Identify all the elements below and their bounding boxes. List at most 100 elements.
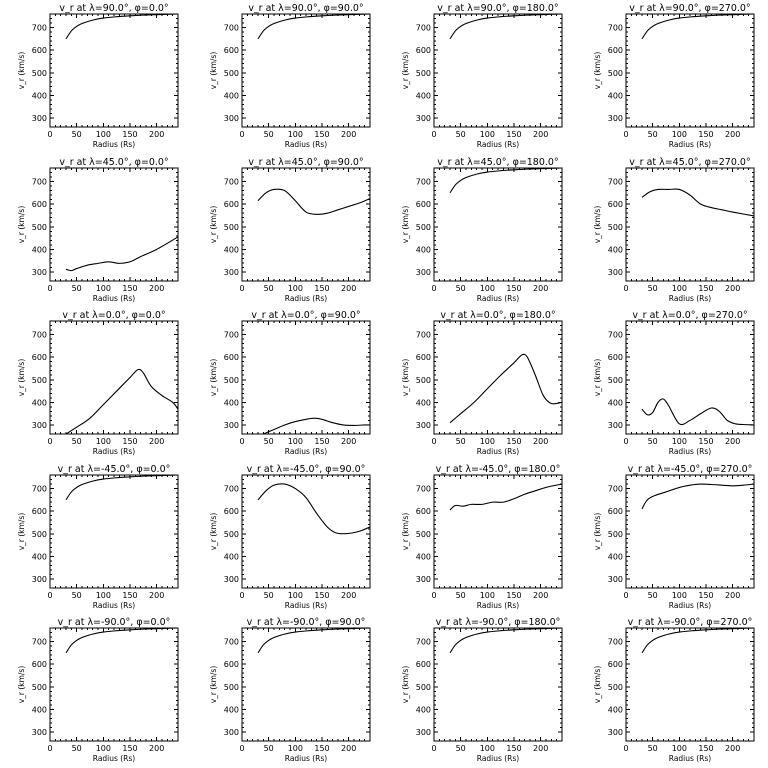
x-axis-label: Radius (Rs) (285, 140, 327, 149)
x-axis-label: Radius (Rs) (477, 754, 519, 763)
y-tick-label: 300 (416, 728, 431, 737)
chart-panel: v_r at λ=0.0°, φ=180.0° 0 50 100 150 200 300 40… (401, 310, 563, 456)
plot-frame (625, 627, 755, 742)
chart-panel: v_r at λ=-45.0°, φ=90.0° 0 50 100 150 200 300 4… (209, 464, 371, 610)
x-tick-label: 0 (239, 130, 244, 139)
chart-panel: v_r at λ=-90.0°, φ=90.0° 0 50 100 150 200 300 4… (209, 617, 371, 763)
x-tick-label: 100 (480, 130, 495, 139)
x-tick-label: 100 (672, 591, 687, 600)
x-tick-label: 0 (239, 284, 244, 293)
x-tick-label: 0 (431, 284, 436, 293)
x-tick-label: 100 (288, 744, 303, 753)
x-tick-label: 0 (623, 437, 628, 446)
x-tick-label: 150 (122, 591, 137, 600)
x-tick-label: 50 (456, 284, 466, 293)
y-tick-label: 500 (224, 683, 239, 692)
y-tick-label: 500 (224, 222, 239, 231)
x-tick-label: 200 (341, 130, 356, 139)
x-tick-label: 200 (533, 591, 548, 600)
y-tick-label: 300 (224, 575, 239, 584)
x-tick-label: 150 (698, 284, 713, 293)
x-axis-label: Radius (Rs) (285, 447, 327, 456)
y-tick-label: 400 (416, 399, 431, 408)
y-tick-label: 400 (224, 399, 239, 408)
x-tick-label: 150 (506, 284, 521, 293)
y-tick-label: 500 (32, 222, 47, 231)
series-line (641, 483, 754, 509)
y-tick-label: 300 (32, 575, 47, 584)
x-tick-label: 150 (698, 130, 713, 139)
plot-frame (49, 627, 179, 742)
x-axis-label: Radius (Rs) (477, 140, 519, 149)
x-tick-label: 50 (264, 284, 274, 293)
y-tick-label: 600 (608, 46, 623, 55)
y-tick-label: 600 (32, 353, 47, 362)
x-tick-label: 200 (341, 744, 356, 753)
x-tick-label: 150 (506, 437, 521, 446)
x-tick-label: 200 (149, 437, 164, 446)
y-tick-label: 500 (32, 69, 47, 78)
y-tick-label: 300 (32, 421, 47, 430)
y-tick-label: 700 (416, 24, 431, 33)
y-tick-label: 400 (608, 552, 623, 561)
y-axis-label: v_r (km/s) (209, 666, 218, 704)
y-tick-label: 500 (224, 530, 239, 539)
y-tick-label: 600 (608, 661, 623, 670)
chart-title: v_r at λ=-90.0°, φ=270.0° (628, 617, 753, 628)
y-tick-label: 500 (608, 69, 623, 78)
x-tick-label: 50 (72, 437, 82, 446)
y-tick-label: 600 (224, 507, 239, 516)
x-tick-label: 100 (96, 591, 111, 600)
y-tick-label: 500 (32, 683, 47, 692)
x-axis-label: Radius (Rs) (477, 294, 519, 303)
y-tick-label: 600 (416, 507, 431, 516)
chart-title: v_r at λ=90.0°, φ=180.0° (437, 3, 558, 14)
chart-panel: v_r at λ=0.0°, φ=0.0° 0 50 100 150 200 300 400 5… (17, 310, 179, 456)
y-tick-label: 400 (416, 552, 431, 561)
y-tick-label: 700 (32, 177, 47, 186)
plot-frame (49, 320, 179, 435)
x-axis-label: Radius (Rs) (669, 754, 711, 763)
x-tick-label: 0 (431, 744, 436, 753)
x-axis-label: Radius (Rs) (285, 601, 327, 610)
y-tick-label: 500 (416, 530, 431, 539)
y-tick-label: 400 (224, 91, 239, 100)
x-tick-label: 150 (122, 437, 137, 446)
x-tick-label: 150 (314, 437, 329, 446)
x-tick-label: 100 (96, 130, 111, 139)
chart-title: v_r at λ=-90.0°, φ=0.0° (58, 617, 171, 628)
y-tick-label: 600 (416, 661, 431, 670)
x-axis-label: Radius (Rs) (285, 754, 327, 763)
plot-frame (241, 13, 371, 128)
series-line (263, 417, 370, 435)
x-tick-label: 150 (122, 284, 137, 293)
chart-panel: v_r at λ=-45.0°, φ=0.0° 0 50 100 150 200 300 40… (17, 464, 179, 610)
y-tick-label: 300 (32, 268, 47, 277)
x-tick-label: 0 (623, 591, 628, 600)
plot-frame (49, 167, 179, 282)
x-tick-label: 0 (47, 284, 52, 293)
y-tick-label: 300 (224, 728, 239, 737)
x-tick-label: 50 (648, 130, 658, 139)
plot-frame (241, 320, 371, 435)
chart-panel: v_r at λ=-45.0°, φ=270.0° 0 50 100 150 200 300… (593, 464, 755, 610)
x-tick-label: 50 (264, 744, 274, 753)
y-tick-label: 700 (32, 24, 47, 33)
y-tick-label: 500 (416, 376, 431, 385)
y-tick-label: 600 (416, 353, 431, 362)
chart-panel: v_r at λ=-90.0°, φ=270.0° 0 50 100 150 200 300… (593, 617, 755, 763)
y-tick-label: 300 (416, 421, 431, 430)
x-tick-label: 50 (264, 591, 274, 600)
x-axis-label: Radius (Rs) (477, 601, 519, 610)
x-tick-label: 200 (149, 130, 164, 139)
y-tick-label: 300 (32, 728, 47, 737)
x-tick-label: 100 (288, 130, 303, 139)
y-tick-label: 600 (32, 46, 47, 55)
y-tick-label: 600 (224, 661, 239, 670)
x-axis-label: Radius (Rs) (93, 294, 135, 303)
x-tick-label: 200 (725, 744, 740, 753)
y-tick-label: 600 (224, 46, 239, 55)
x-tick-label: 0 (239, 591, 244, 600)
x-axis-label: Radius (Rs) (669, 447, 711, 456)
